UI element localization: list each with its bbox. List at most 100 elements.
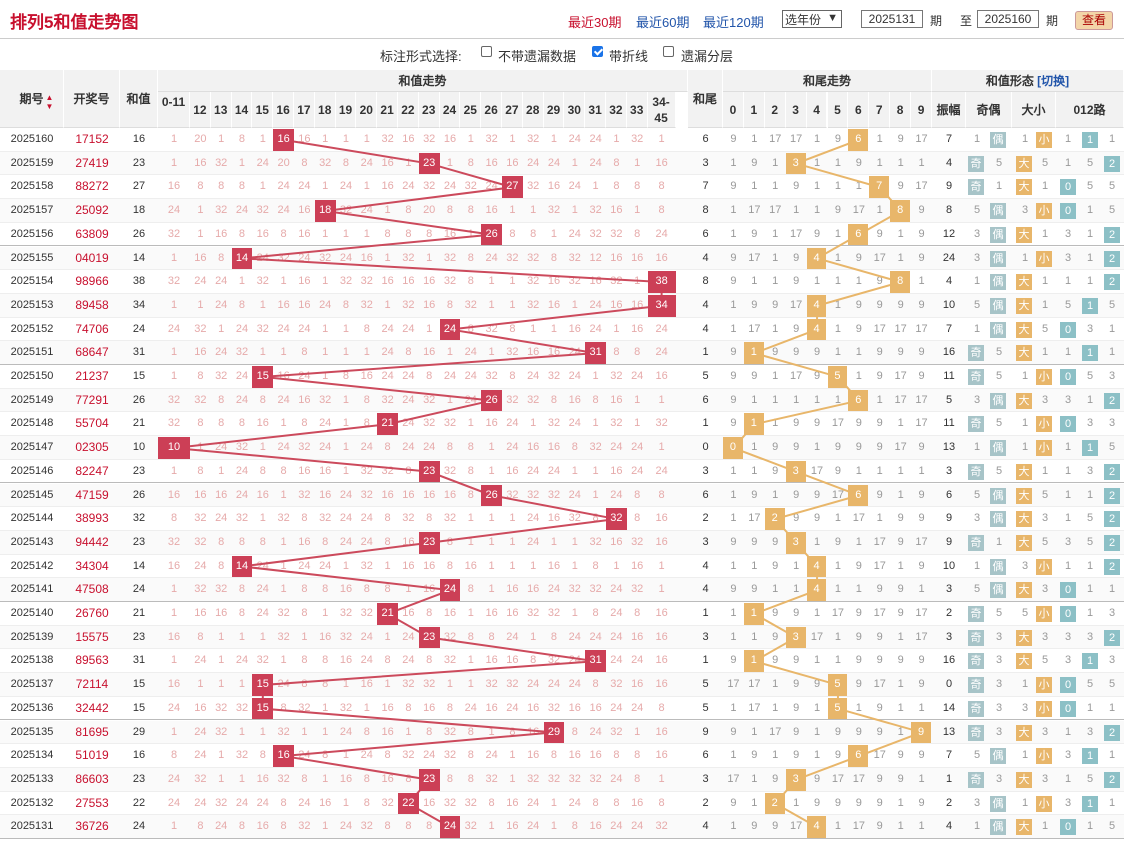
issue-cell: 2025141 <box>10 583 54 596</box>
header-sum: 和值 <box>120 70 158 128</box>
sum-omission: 8 <box>426 227 433 240</box>
switch-link[interactable]: [切换] <box>1033 74 1070 88</box>
sum-omission: 24 <box>527 370 540 382</box>
sum-omission: 24 <box>167 701 181 714</box>
to-issue-input[interactable]: 2025160 <box>977 10 1039 28</box>
issue-cell: 2025135 <box>10 725 54 738</box>
sum-omission: 24 <box>235 204 249 217</box>
sum-omission: 1 <box>363 180 370 193</box>
sum-hit-marker: 31 <box>585 650 606 673</box>
sum-omission: 8 <box>384 512 391 525</box>
sum-omission: 1 <box>259 298 266 311</box>
sum-omission: 1 <box>170 654 178 667</box>
odd-even-omission: 1 <box>973 559 981 572</box>
tail-omission: 9 <box>793 488 800 501</box>
tail-omission: 1 <box>793 393 800 406</box>
sum-omission: 24 <box>589 133 602 145</box>
header-tail-col: 6 <box>848 92 870 128</box>
sum-omission: 32 <box>527 251 540 264</box>
sum-omission: 1 <box>658 772 665 785</box>
route-omission: 1 <box>1064 346 1072 359</box>
big-small-omission: 3 <box>1041 583 1049 596</box>
sum-omission: 24 <box>402 322 415 335</box>
sum-omission: 24 <box>235 393 249 406</box>
tail-cell: 4 <box>702 583 709 596</box>
route-tag: 0 <box>1060 416 1076 433</box>
route-omission: 1 <box>1086 701 1094 714</box>
checkbox-with-line[interactable] <box>592 46 603 57</box>
sum-omission: 1 <box>426 251 433 264</box>
sum-omission: 16 <box>506 464 519 477</box>
sum-omission: 1 <box>197 678 204 691</box>
sort-icon[interactable]: ▲▼ <box>45 93 54 111</box>
tail-omission: 17 <box>790 298 803 311</box>
tail-omission: 1 <box>730 820 737 833</box>
sum-omission: 8 <box>301 607 308 619</box>
sum-omission: 16 <box>655 678 668 691</box>
checkbox-layered[interactable] <box>663 46 674 57</box>
checkbox-no-omission[interactable] <box>481 46 492 57</box>
sum-omission: 8 <box>238 180 246 193</box>
to-issue-label: 期 <box>1046 14 1059 28</box>
sum-omission: 8 <box>467 630 474 643</box>
from-issue-input[interactable]: 2025131 <box>861 10 923 28</box>
sum-omission: 1 <box>384 251 391 264</box>
tail-omission: 9 <box>793 512 800 525</box>
sum-omission: 16 <box>610 204 623 217</box>
sum-omission: 32 <box>589 227 602 240</box>
tail-omission: 1 <box>855 701 862 714</box>
recent-120-link[interactable]: 最近120期 <box>703 15 764 30</box>
sum-omission: 1 <box>658 583 665 596</box>
sum-omission: 16 <box>547 180 561 193</box>
sum-omission: 16 <box>402 535 415 548</box>
odd-even-omission: 3 <box>973 251 981 264</box>
sum-omission: 1 <box>384 298 391 311</box>
big-small-omission: 1 <box>1041 180 1049 193</box>
sum-omission: 32 <box>339 204 353 217</box>
odd-even-omission: 3 <box>995 630 1003 643</box>
sum-omission: 32 <box>360 607 373 619</box>
sum-omission: 32 <box>215 701 228 714</box>
route-tag: 0 <box>1060 582 1076 599</box>
sum-omission: 24 <box>235 464 249 477</box>
tail-cell: 4 <box>702 298 709 311</box>
big-small-omission: 5 <box>1021 607 1029 619</box>
tail-hit-marker: 2 <box>764 508 785 530</box>
issue-cell: 2025144 <box>10 512 54 525</box>
route-omission: 5 <box>1086 678 1094 691</box>
issue-cell: 2025140 <box>10 607 54 619</box>
tail-omission: 1 <box>918 275 925 288</box>
odd-even-omission: 5 <box>973 204 981 217</box>
header-tail-col: 2 <box>764 92 786 128</box>
sum-omission: 24 <box>402 180 415 193</box>
route-tag: 0 <box>1060 606 1076 622</box>
sum-omission: 24 <box>527 156 540 169</box>
sum-omission: 1 <box>571 204 578 217</box>
recent-30-link[interactable]: 最近30期 <box>568 15 622 30</box>
sum-cell: 26 <box>132 227 146 240</box>
tail-omission: 17 <box>748 701 761 714</box>
query-button[interactable]: 查看 <box>1075 11 1113 30</box>
route-tag: 2 <box>1104 226 1120 243</box>
number-cell: 72114 <box>75 677 109 692</box>
sum-hit-marker: 10 <box>158 437 190 459</box>
sum-omission: 16 <box>194 156 207 169</box>
sum-omission: 8 <box>488 796 495 809</box>
sum-form-label: 和值形态 <box>985 74 1034 88</box>
sum-omission: 8 <box>467 488 474 501</box>
sum-omission: 32 <box>402 678 415 691</box>
recent-60-link[interactable]: 最近60期 <box>636 15 690 30</box>
tail-omission: 1 <box>855 370 862 382</box>
odd-even-tag: 偶 <box>990 819 1006 836</box>
amp-cell: 8 <box>945 204 953 217</box>
route-tag: 0 <box>1060 179 1076 196</box>
sum-omission: 8 <box>592 678 599 691</box>
sum-omission: 24 <box>506 417 519 430</box>
tail-omission: 1 <box>918 156 925 169</box>
sum-omission: 24 <box>568 488 581 501</box>
route-omission: 1 <box>1064 512 1072 525</box>
sum-omission: 16 <box>423 298 436 311</box>
year-select[interactable]: 选年份 ▼ <box>782 10 842 28</box>
sum-omission: 32 <box>527 488 540 501</box>
header-sum-col: 28 <box>522 92 544 128</box>
